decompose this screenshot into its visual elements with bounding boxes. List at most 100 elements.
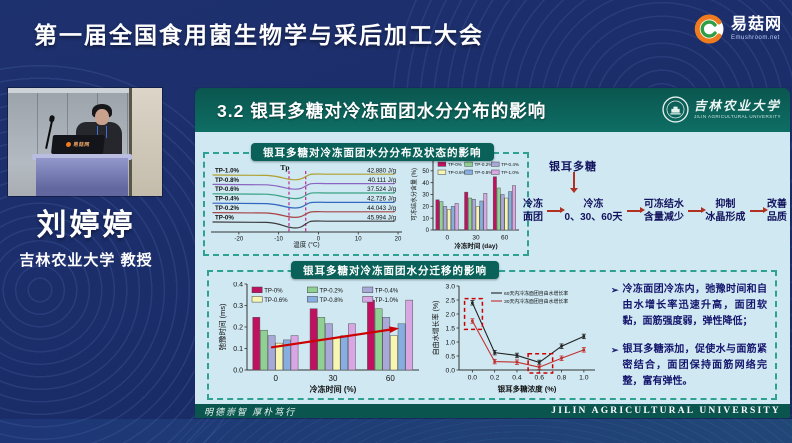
relaxation-time-bar-chart: 0.0 0.1 0.2 0.3 0.4 弛豫时间 (ms) 0 30 60 冷冻时间 (%) TP-… xyxy=(217,282,419,394)
svg-text:TP-0.8%: TP-0.8% xyxy=(474,170,492,175)
flow-arrow-icon xyxy=(626,207,645,214)
svg-text:0: 0 xyxy=(446,235,450,242)
bullet-arrow-icon: ➢ xyxy=(611,344,619,355)
svg-text:银耳多糖浓度 (%): 银耳多糖浓度 (%) xyxy=(498,384,557,394)
svg-text:2.0: 2.0 xyxy=(446,311,456,318)
svg-text:0.0: 0.0 xyxy=(446,367,456,374)
podium xyxy=(36,158,128,196)
bullet-item: ➢ 银耳多糖添加，促使水与面筋紧密结合，面团保持面筋网络完整，富有弹性。 xyxy=(611,342,767,391)
svg-text:60: 60 xyxy=(386,374,395,383)
conclusion-bullets: ➢ 冷冻面团冷冻内，弛豫时间和自由水增长率迅速升高，面团软黏，面筋强度弱，弹性降低… xyxy=(611,282,767,390)
svg-text:40: 40 xyxy=(422,181,429,187)
svg-text:Tp: Tp xyxy=(280,163,289,172)
speaker-name: 刘婷婷 xyxy=(36,209,136,242)
svg-text:0: 0 xyxy=(273,374,278,383)
speaker-affiliation: 吉林农业大学 教授 xyxy=(19,252,153,269)
section2-label: 银耳多糖对冷冻面团水分迁移的影响 xyxy=(291,261,499,279)
svg-text:10: 10 xyxy=(355,237,362,243)
svg-text:1.0: 1.0 xyxy=(446,339,456,346)
speaker-head xyxy=(95,109,109,125)
svg-text:冷冻时间 (%): 冷冻时间 (%) xyxy=(310,384,357,394)
svg-text:1.0: 1.0 xyxy=(579,375,589,382)
svg-text:1.5: 1.5 xyxy=(446,325,456,332)
flow-node: 冷冻 0、30、60天 xyxy=(564,199,623,223)
svg-text:30: 30 xyxy=(422,193,429,199)
svg-text:TP-0.8%: TP-0.8% xyxy=(215,177,240,184)
background-bottom-band xyxy=(0,419,792,443)
svg-text:0.5: 0.5 xyxy=(446,353,456,360)
svg-text:TP-1.0%: TP-1.0% xyxy=(215,167,240,174)
svg-text:TP-0.4%: TP-0.4% xyxy=(501,162,519,167)
slide-footer: 明德崇智 厚朴笃行 JILIN AGRICULTURAL UNIVERSITY xyxy=(195,404,790,418)
bullet-item: ➢ 冷冻面团冷冻内，弛豫时间和自由水增长率迅速升高，面团软黏，面筋强度弱，弹性降低… xyxy=(611,282,767,331)
svg-text:0.8: 0.8 xyxy=(557,375,567,382)
svg-text:3.0: 3.0 xyxy=(446,283,456,290)
svg-text:0.0: 0.0 xyxy=(468,375,478,382)
site-logo-subtitle: Emushroom.net xyxy=(730,35,780,41)
svg-text:60: 60 xyxy=(501,235,509,242)
svg-text:TP-0.6%: TP-0.6% xyxy=(215,186,240,193)
university-name-cn: 吉林农业大学 xyxy=(693,98,781,113)
svg-text:-10: -10 xyxy=(274,237,283,243)
flow-arrow-icon xyxy=(688,207,707,214)
flow-node: 抑制 冰晶形成 xyxy=(705,199,746,223)
svg-text:40.111 J/g: 40.111 J/g xyxy=(368,177,397,184)
svg-text:TP-0%: TP-0% xyxy=(448,162,462,167)
svg-text:可冻结水分含量 (%): 可冻结水分含量 (%) xyxy=(410,168,418,221)
flow-arrow-icon xyxy=(749,207,768,214)
svg-text:0.4: 0.4 xyxy=(512,375,522,382)
svg-text:0.0: 0.0 xyxy=(233,368,243,375)
svg-text:0: 0 xyxy=(317,237,321,243)
mechanism-flow-diagram: 银耳多糖 冷冻 面团 冷冻 0、30、60天 可冻结水 含量减少 抑制 冰晶形成 改善 品质 xyxy=(523,158,787,250)
slide-header: 3.2 银耳多糖对冷冻面团水分分布的影响 吉林农业大学 JILIN AGRICU… xyxy=(195,88,790,132)
site-logo-text: 易菇网 Emushroom.net xyxy=(730,17,782,42)
svg-text:42.726 J/g: 42.726 J/g xyxy=(367,196,396,203)
svg-text:0.1: 0.1 xyxy=(233,346,243,353)
svg-text:0.3: 0.3 xyxy=(233,303,243,310)
svg-text:TP-0.4%: TP-0.4% xyxy=(215,196,240,203)
svg-text:44.043 J/g: 44.043 J/g xyxy=(367,205,396,212)
emushroom-logo-icon xyxy=(694,14,724,44)
university-emblem-icon xyxy=(662,96,689,123)
footer-university-name: JILIN AGRICULTURAL UNIVERSITY xyxy=(551,406,781,416)
bullet-text: 冷冻面团冷冻内，弛豫时间和自由水增长率迅速升高，面团软黏，面筋强度弱，弹性降低； xyxy=(622,284,767,328)
dsc-thermogram-chart: -20 -10 0 10 20 温度 (°C) Tp TP-1.0% 42.880 J/g TP-… xyxy=(211,163,402,249)
svg-text:TP-0.4%: TP-0.4% xyxy=(375,289,399,295)
svg-text:37.524 J/g: 37.524 J/g xyxy=(367,186,396,193)
flow-node: 冷冻 面团 xyxy=(523,199,543,223)
svg-text:TP-0.2%: TP-0.2% xyxy=(474,162,492,167)
laptop-logo-icon xyxy=(65,142,72,147)
svg-text:0.2: 0.2 xyxy=(233,325,243,332)
free-water-growth-line-chart: 0.0 0.5 1.0 1.5 2.0 2.5 3.0 0.0 0.2 0.4 0.6 0.8 1.0 自… xyxy=(431,283,595,394)
slide-body: 银耳多糖对冷冻面团水分分布及状态的影响 -20 -10 0 10 20 温度 (°C) Tp… xyxy=(195,132,790,404)
university-logo: 吉林农业大学 JILIN AGRICULTURAL UNIVERSITY xyxy=(662,96,781,123)
svg-text:20: 20 xyxy=(422,204,429,210)
svg-text:TP-0.8%: TP-0.8% xyxy=(320,298,344,304)
svg-text:0.2: 0.2 xyxy=(490,375,500,382)
svg-text:50: 50 xyxy=(422,169,429,175)
svg-text:-20: -20 xyxy=(235,237,244,243)
svg-text:42.880 J/g: 42.880 J/g xyxy=(367,167,396,174)
university-logo-text: 吉林农业大学 JILIN AGRICULTURAL UNIVERSITY xyxy=(693,98,781,120)
svg-text:30: 30 xyxy=(329,374,338,383)
svg-text:温度 (°C): 温度 (°C) xyxy=(293,240,319,249)
svg-text:TP-1.0%: TP-1.0% xyxy=(375,298,399,304)
video-side-wall xyxy=(129,88,162,196)
podium-top xyxy=(32,154,132,160)
svg-text:20: 20 xyxy=(395,237,402,243)
svg-text:TP-0%: TP-0% xyxy=(215,214,234,221)
svg-text:0: 0 xyxy=(426,228,430,234)
svg-text:冷冻时间 (day): 冷冻时间 (day) xyxy=(454,241,497,250)
svg-text:45.994 J/g: 45.994 J/g xyxy=(367,214,396,221)
svg-text:TP-0%: TP-0% xyxy=(264,289,283,295)
speaker-lanyard xyxy=(97,126,107,138)
svg-text:30天内冷冻面团自由水增长率: 30天内冷冻面团自由水增长率 xyxy=(504,298,568,305)
svg-text:TP-0.6%: TP-0.6% xyxy=(448,170,466,175)
section1-label: 银耳多糖对冷冻面团水分分布及状态的影响 xyxy=(251,143,494,161)
presentation-slide: 3.2 银耳多糖对冷冻面团水分分布的影响 吉林农业大学 JILIN AGRICU… xyxy=(195,88,790,418)
svg-text:TP-0.6%: TP-0.6% xyxy=(264,298,288,304)
flow-arrow-icon xyxy=(547,207,566,214)
svg-text:TP-1.0%: TP-1.0% xyxy=(501,170,519,175)
